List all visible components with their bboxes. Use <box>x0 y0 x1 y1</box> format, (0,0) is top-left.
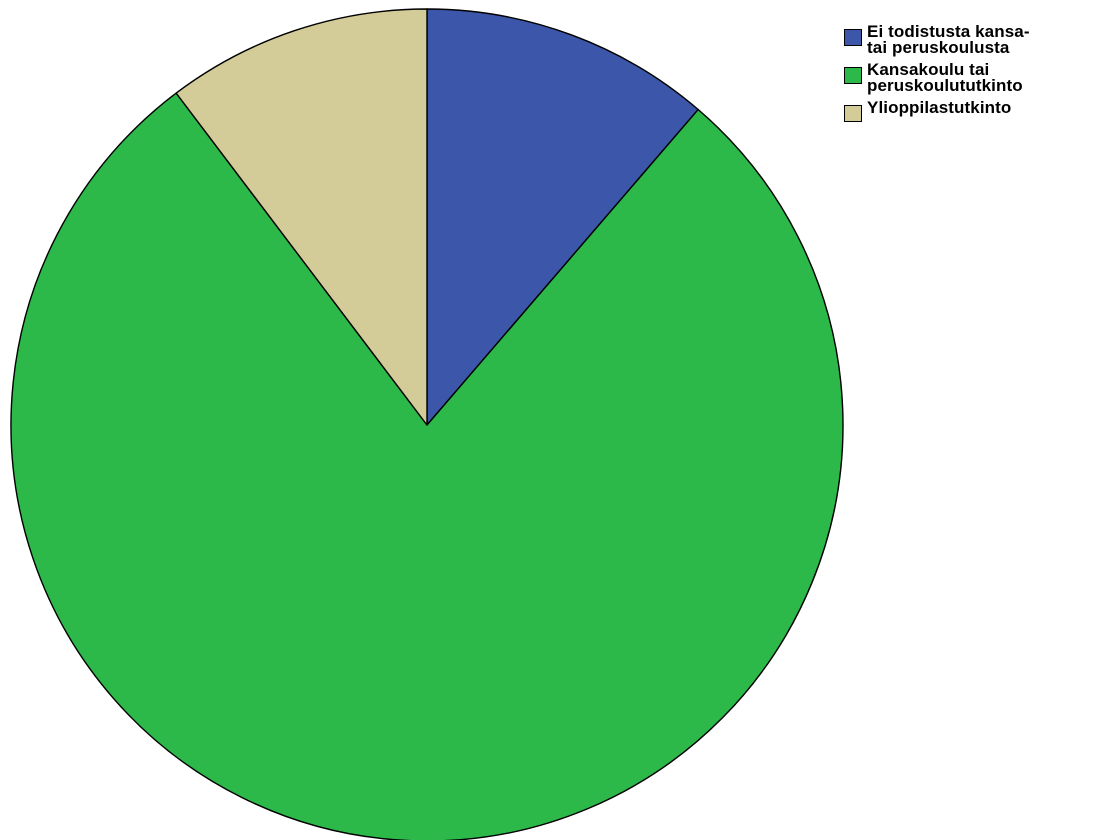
legend: Ei todistusta kansa- tai peruskoulusta K… <box>844 22 1096 128</box>
legend-label-kansakoulu: Kansakoulu tai peruskoulututkinto <box>867 60 1023 95</box>
legend-swatch-ylioppilastutkinto <box>844 105 862 122</box>
pie-slice-ei-todistusta <box>426 8 699 426</box>
pie-slice-kansakoulu <box>10 92 844 840</box>
legend-item-ylioppilastutkinto: Ylioppilastutkinto <box>844 98 1096 122</box>
legend-item-ei-todistusta: Ei todistusta kansa- tai peruskoulusta <box>844 22 1096 57</box>
legend-label-ylioppilastutkinto: Ylioppilastutkinto <box>867 98 1012 117</box>
legend-swatch-kansakoulu <box>844 67 862 84</box>
legend-label-ei-todistusta: Ei todistusta kansa- tai peruskoulusta <box>867 22 1030 57</box>
legend-item-kansakoulu: Kansakoulu tai peruskoulututkinto <box>844 60 1096 95</box>
legend-swatch-ei-todistusta <box>844 29 862 46</box>
pie-slice-ylioppilastutkinto <box>175 8 428 426</box>
